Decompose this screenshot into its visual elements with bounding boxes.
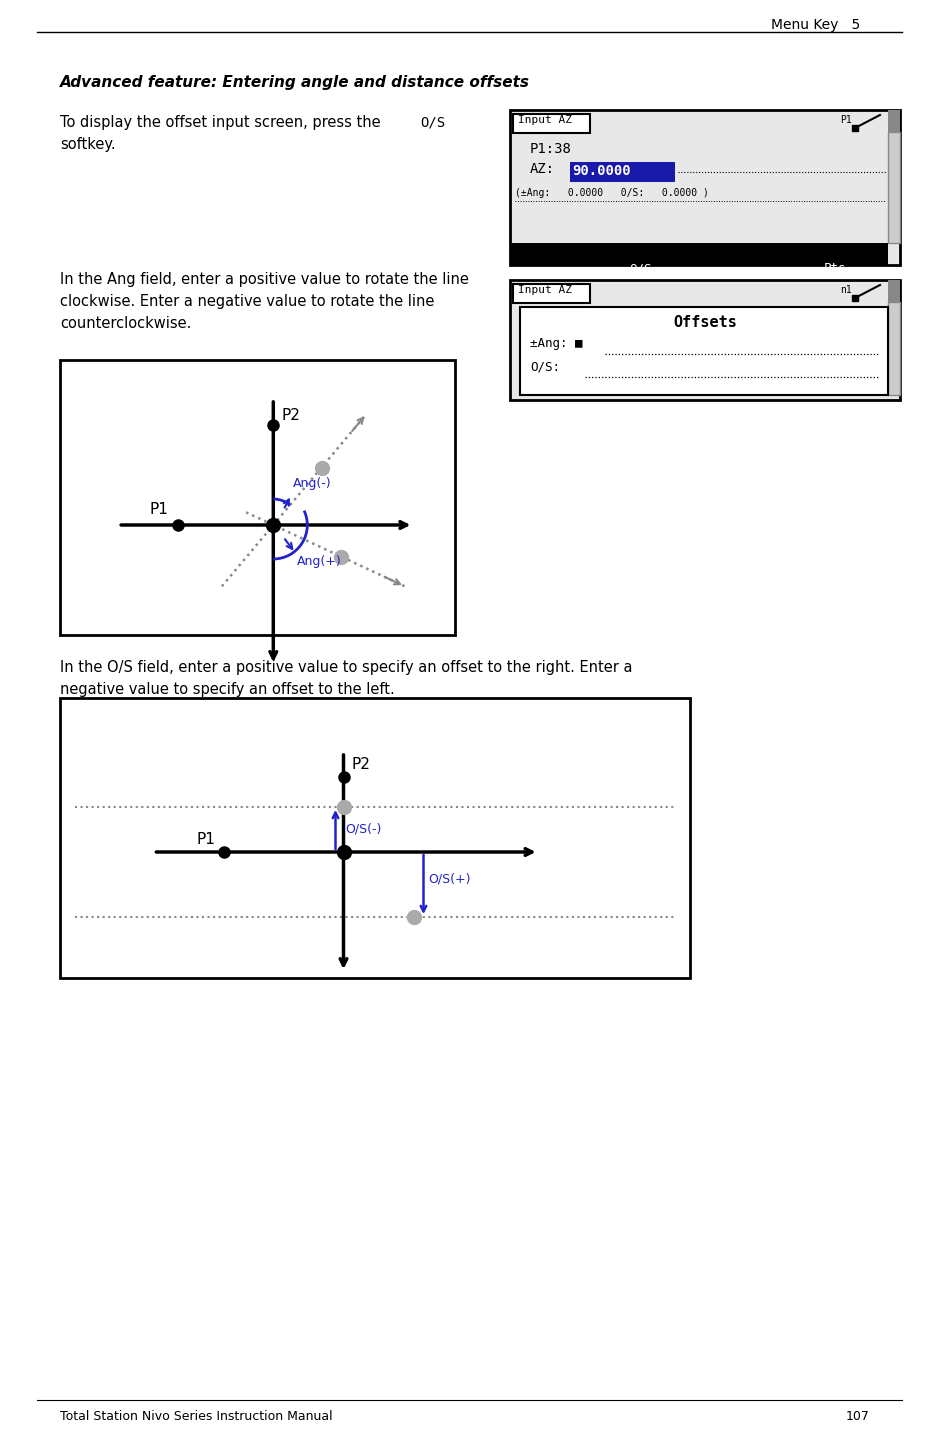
Text: Advanced feature: Entering angle and distance offsets: Advanced feature: Entering angle and dis… (60, 74, 530, 90)
Bar (888, 281, 900, 302)
FancyBboxPatch shape (513, 284, 590, 304)
Text: P1: P1 (150, 503, 168, 517)
Text: AZ:: AZ: (530, 162, 555, 176)
Text: P1: P1 (840, 115, 852, 125)
FancyBboxPatch shape (513, 115, 590, 133)
Text: O/S: O/S (420, 115, 445, 129)
Text: In the O/S field, enter a positive value to specify an offset to the right. Ente: In the O/S field, enter a positive value… (60, 660, 632, 674)
Bar (60, 359, 455, 634)
Text: negative value to specify an offset to the left.: negative value to specify an offset to t… (60, 682, 394, 697)
Text: O/S(-): O/S(-) (346, 823, 382, 836)
Text: P2: P2 (352, 758, 370, 772)
Text: Offsets: Offsets (673, 315, 737, 329)
Text: In the Ang field, enter a positive value to rotate the line: In the Ang field, enter a positive value… (60, 272, 469, 286)
Bar (570, 162, 675, 182)
Bar (888, 132, 900, 243)
Text: n1: n1 (840, 285, 852, 295)
Text: To display the offset input screen, press the: To display the offset input screen, pres… (60, 115, 385, 130)
Text: 107: 107 (846, 1411, 870, 1423)
Bar (888, 110, 900, 132)
Text: O/S:: O/S: (530, 359, 560, 372)
Bar (60, 697, 690, 978)
Text: Ang(-): Ang(-) (293, 477, 332, 490)
Text: P1: P1 (196, 832, 216, 846)
Text: Input AZ: Input AZ (518, 115, 572, 125)
Text: Pts: Pts (824, 262, 846, 275)
Text: softkey.: softkey. (60, 137, 115, 152)
Text: P2: P2 (281, 408, 300, 422)
Text: Total Station Nivo Series Instruction Manual: Total Station Nivo Series Instruction Ma… (60, 1411, 333, 1423)
Text: P1:38: P1:38 (530, 142, 572, 156)
Text: O/S(+): O/S(+) (429, 874, 471, 886)
Bar (510, 110, 900, 265)
Bar (510, 281, 900, 400)
Text: ±Ang: ■: ±Ang: ■ (530, 337, 582, 349)
Bar (510, 243, 888, 265)
Text: clockwise. Enter a negative value to rotate the line: clockwise. Enter a negative value to rot… (60, 294, 434, 309)
Text: (±Ang:   0.0000   0/S:   0.0000 ): (±Ang: 0.0000 0/S: 0.0000 ) (515, 188, 709, 198)
Bar (888, 302, 900, 395)
Text: Input AZ: Input AZ (518, 285, 572, 295)
Text: Menu Key   5: Menu Key 5 (771, 19, 860, 32)
Text: counterclockwise.: counterclockwise. (60, 316, 192, 331)
Text: 90.0000: 90.0000 (572, 165, 631, 178)
Text: O/S: O/S (629, 262, 651, 275)
Bar (520, 306, 888, 395)
Text: Ang(+): Ang(+) (298, 556, 342, 569)
